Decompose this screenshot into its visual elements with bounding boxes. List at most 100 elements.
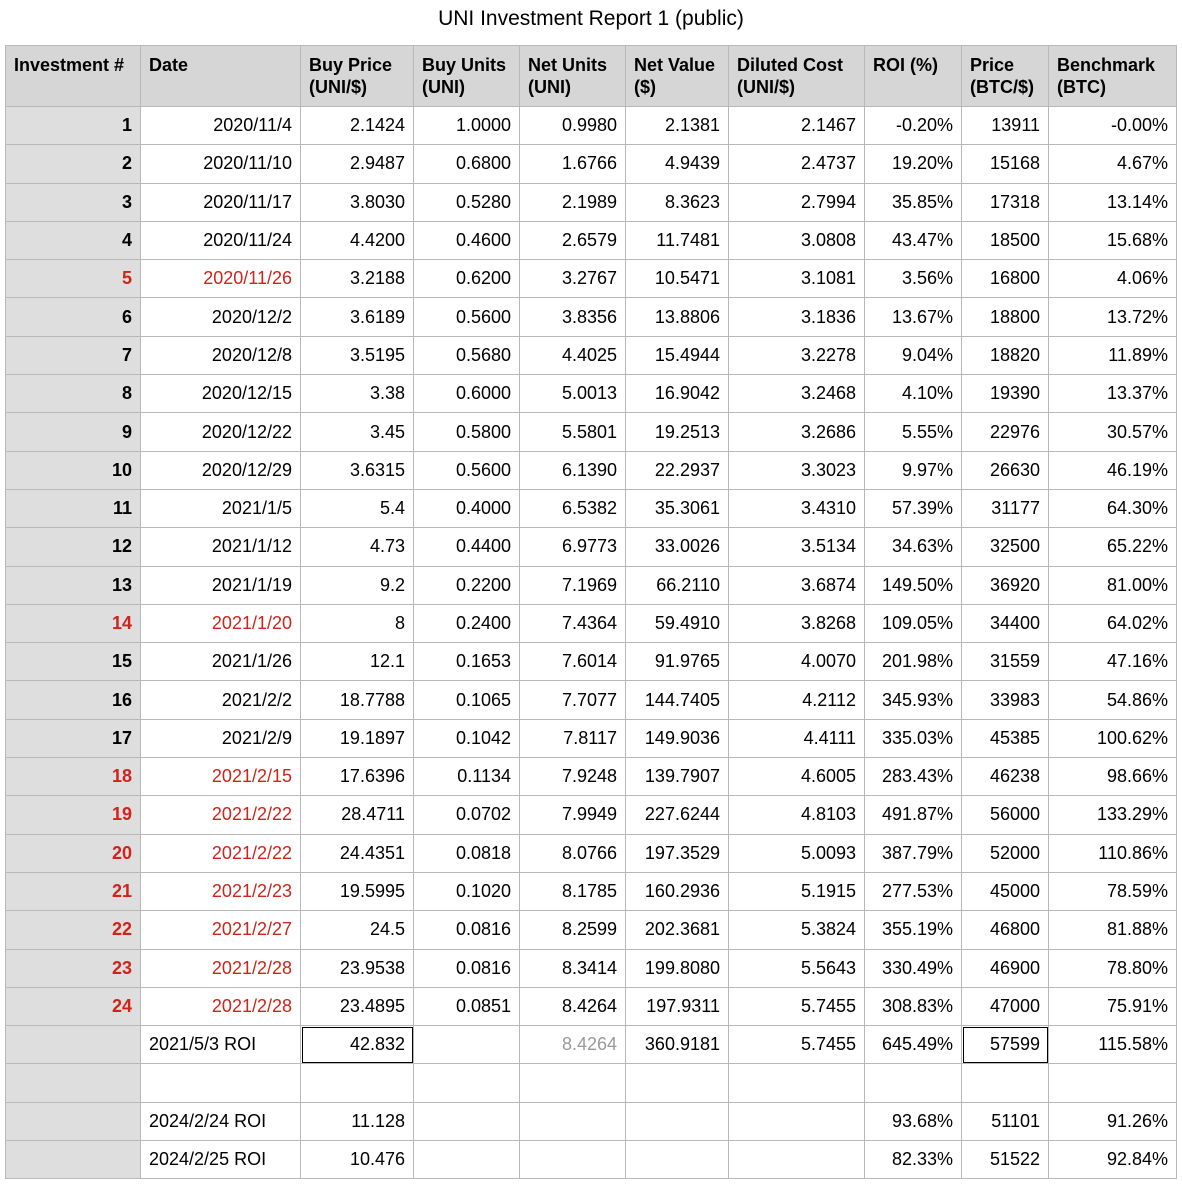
col-header-investment[interactable]: Investment #	[5, 45, 141, 107]
row-number-cell[interactable]: 5	[5, 259, 141, 299]
btc-price-cell[interactable]: 52000	[961, 833, 1049, 873]
btc-price-cell[interactable]: 46238	[961, 757, 1049, 797]
date-cell[interactable]: 2021/2/2	[140, 680, 301, 720]
later-btc-price[interactable]: 51522	[961, 1140, 1049, 1180]
net-value-cell[interactable]: 8.3623	[625, 182, 729, 222]
date-cell[interactable]: 2020/11/24	[140, 220, 301, 261]
net-value-cell[interactable]: 10.5471	[625, 259, 729, 299]
roi-cell[interactable]: 335.03%	[864, 718, 962, 759]
net-value-cell[interactable]: 11.7481	[625, 220, 729, 261]
net-value-cell[interactable]: 16.9042	[625, 374, 729, 414]
row-number-cell[interactable]: 20	[5, 833, 141, 873]
date-cell[interactable]: 2021/1/20	[140, 603, 301, 644]
btc-price-cell[interactable]: 47000	[961, 986, 1049, 1027]
date-cell[interactable]: 2021/2/28	[140, 948, 301, 988]
btc-price-cell[interactable]: 18800	[961, 297, 1049, 337]
buy-price-cell[interactable]: 3.8030	[300, 182, 414, 222]
benchmark-cell[interactable]: 4.67%	[1048, 144, 1177, 184]
net-value-cell[interactable]: 59.4910	[625, 603, 729, 644]
benchmark-cell[interactable]: 30.57%	[1048, 412, 1177, 452]
btc-price-cell[interactable]: 18500	[961, 220, 1049, 261]
net-units-cell[interactable]: 2.6579	[519, 220, 626, 261]
buy-units-cell[interactable]: 0.5280	[413, 182, 520, 222]
net-units-cell[interactable]: 6.9773	[519, 527, 626, 567]
net-units-cell[interactable]: 7.6014	[519, 642, 626, 682]
date-cell[interactable]: 2021/2/27	[140, 910, 301, 950]
buy-price-cell[interactable]: 3.6189	[300, 297, 414, 337]
diluted-cost-cell[interactable]: 2.4737	[728, 144, 865, 184]
row-number-cell[interactable]: 21	[5, 871, 141, 912]
buy-price-cell[interactable]: 4.4200	[300, 220, 414, 261]
btc-price-cell[interactable]: 46900	[961, 948, 1049, 988]
net-units-cell[interactable]: 2.1989	[519, 182, 626, 222]
row-number-cell[interactable]: 6	[5, 297, 141, 337]
benchmark-cell[interactable]: 11.89%	[1048, 335, 1177, 376]
diluted-cost-cell[interactable]: 5.0093	[728, 833, 865, 873]
roi-cell[interactable]: 35.85%	[864, 182, 962, 222]
btc-price-cell[interactable]: 34400	[961, 603, 1049, 644]
date-cell[interactable]: 2021/2/22	[140, 833, 301, 873]
benchmark-cell[interactable]: 81.88%	[1048, 910, 1177, 950]
later-roi[interactable]: 82.33%	[864, 1140, 962, 1180]
net-units-cell[interactable]: 3.2767	[519, 259, 626, 299]
roi-cell[interactable]: 9.97%	[864, 450, 962, 490]
net-units-cell[interactable]: 6.5382	[519, 488, 626, 529]
buy-units-cell[interactable]: 0.6800	[413, 144, 520, 184]
summary-net-value[interactable]: 360.9181	[625, 1025, 729, 1065]
roi-cell[interactable]: 19.20%	[864, 144, 962, 184]
row-number-cell[interactable]: 24	[5, 986, 141, 1027]
buy-price-cell[interactable]: 24.5	[300, 910, 414, 950]
benchmark-cell[interactable]: -0.00%	[1048, 105, 1177, 146]
buy-price-cell[interactable]: 24.4351	[300, 833, 414, 873]
row-number-cell[interactable]: 23	[5, 948, 141, 988]
net-units-cell[interactable]: 8.2599	[519, 910, 626, 950]
btc-price-cell[interactable]: 46800	[961, 910, 1049, 950]
empty-cell[interactable]	[300, 1063, 414, 1103]
btc-price-cell[interactable]: 13911	[961, 105, 1049, 146]
buy-price-cell[interactable]: 19.5995	[300, 871, 414, 912]
diluted-cost-cell[interactable]: 3.1836	[728, 297, 865, 337]
benchmark-cell[interactable]: 81.00%	[1048, 565, 1177, 605]
benchmark-cell[interactable]: 65.22%	[1048, 527, 1177, 567]
net-units-cell[interactable]: 7.8117	[519, 718, 626, 759]
net-value-cell[interactable]: 197.9311	[625, 986, 729, 1027]
buy-units-cell[interactable]: 0.2200	[413, 565, 520, 605]
diluted-cost-cell[interactable]: 2.7994	[728, 182, 865, 222]
date-cell[interactable]: 2021/2/22	[140, 795, 301, 835]
buy-units-cell[interactable]: 0.0816	[413, 910, 520, 950]
date-cell[interactable]: 2020/12/22	[140, 412, 301, 452]
buy-price-cell[interactable]: 3.45	[300, 412, 414, 452]
roi-cell[interactable]: 5.55%	[864, 412, 962, 452]
net-units-cell[interactable]: 7.1969	[519, 565, 626, 605]
buy-units-cell[interactable]: 0.1653	[413, 642, 520, 682]
later-label[interactable]: 2024/2/24 ROI	[140, 1101, 301, 1142]
benchmark-cell[interactable]: 110.86%	[1048, 833, 1177, 873]
row-number-cell[interactable]: 1	[5, 105, 141, 146]
roi-cell[interactable]: 34.63%	[864, 527, 962, 567]
benchmark-cell[interactable]: 78.80%	[1048, 948, 1177, 988]
roi-cell[interactable]: 277.53%	[864, 871, 962, 912]
buy-price-cell[interactable]: 4.73	[300, 527, 414, 567]
buy-price-cell[interactable]: 3.6315	[300, 450, 414, 490]
diluted-cost-cell[interactable]: 4.4111	[728, 718, 865, 759]
summary-benchmark[interactable]: 115.58%	[1048, 1025, 1177, 1065]
date-cell[interactable]: 2020/11/4	[140, 105, 301, 146]
buy-units-cell[interactable]: 0.1020	[413, 871, 520, 912]
diluted-cost-cell[interactable]: 3.2468	[728, 374, 865, 414]
net-value-cell[interactable]: 66.2110	[625, 565, 729, 605]
buy-units-cell[interactable]: 0.0816	[413, 948, 520, 988]
buy-units-cell[interactable]: 0.1065	[413, 680, 520, 720]
buy-units-cell[interactable]: 0.1134	[413, 757, 520, 797]
col-header-buy-units[interactable]: Buy Units (UNI)	[413, 45, 520, 107]
row-number-cell[interactable]: 8	[5, 374, 141, 414]
col-header-roi[interactable]: ROI (%)	[864, 45, 962, 107]
net-units-cell[interactable]: 8.3414	[519, 948, 626, 988]
col-header-buy-price[interactable]: Buy Price (UNI/$)	[300, 45, 414, 107]
btc-price-cell[interactable]: 31177	[961, 488, 1049, 529]
buy-units-cell[interactable]: 0.4400	[413, 527, 520, 567]
later-label[interactable]: 2024/2/25 ROI	[140, 1140, 301, 1180]
diluted-cost-cell[interactable]: 3.1081	[728, 259, 865, 299]
buy-price-cell[interactable]: 3.2188	[300, 259, 414, 299]
benchmark-cell[interactable]: 13.37%	[1048, 374, 1177, 414]
buy-price-cell[interactable]: 19.1897	[300, 718, 414, 759]
